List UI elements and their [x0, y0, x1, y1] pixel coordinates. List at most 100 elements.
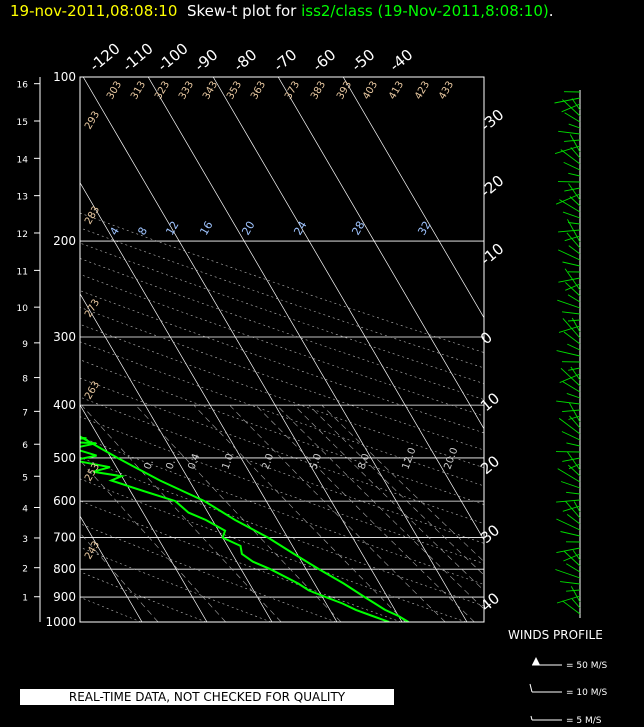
- mixing-ratio-line-4: [135, 404, 342, 622]
- wind-barb: [558, 229, 581, 233]
- saturated-adiabat-label-7: 12.0: [400, 446, 418, 471]
- wind-barb: [566, 491, 581, 495]
- mixing-ratio-label-16: 16: [197, 219, 215, 238]
- height-label-11: 11: [17, 267, 28, 277]
- title-station: iss2/class (19-Nov-2011,8:08:10): [301, 2, 549, 20]
- mixing-ratio-label-24: 24: [291, 219, 309, 238]
- saturated-adiabat-label-4: 2.0: [260, 452, 276, 471]
- wind-barb: [573, 501, 581, 513]
- wind-barb: [568, 402, 581, 423]
- wind-barb: [571, 98, 581, 111]
- wind-barb: [568, 245, 581, 255]
- wind-barb: [569, 415, 581, 429]
- title-period: .: [548, 2, 554, 20]
- wind-barb: [556, 595, 581, 604]
- wind-legend-label-2: = 5 M/S: [566, 716, 602, 726]
- wind-barb: [566, 514, 581, 525]
- isotherm--20: [80, 404, 208, 622]
- isotherm-10: [82, 77, 403, 622]
- wind-barb: [566, 232, 581, 249]
- saturated-adiabat-label-0: 0.: [142, 458, 156, 471]
- dry-adiabat-label-293: 293: [83, 109, 102, 131]
- dry-adiabat-373: [80, 323, 484, 469]
- height-label-15: 15: [17, 118, 28, 128]
- dry-adiabat-label-403: 403: [361, 79, 380, 101]
- wind-barb: [558, 418, 581, 435]
- top-temp-label-0: -120: [86, 39, 124, 75]
- saturated-adiabat-label-2: 0.4: [186, 452, 202, 471]
- isotherm--50: [0, 77, 12, 622]
- right-temp-label-5: 20: [477, 452, 503, 478]
- mixing-ratio-line-12: [229, 404, 446, 622]
- dry-adiabat-label-383: 383: [309, 79, 328, 101]
- wind-barb: [566, 563, 581, 573]
- saturated-adiabat-label-6: 8.0: [356, 452, 372, 471]
- wind-barb: [564, 268, 581, 291]
- winds-profile: [554, 90, 581, 618]
- wind-barb: [558, 249, 581, 261]
- pressure-label-400: 400: [53, 398, 76, 412]
- dry-adiabat-label-303: 303: [105, 79, 124, 101]
- wind-barb: [566, 392, 581, 399]
- wind-legend-label-1: = 10 M/S: [566, 688, 608, 698]
- wind-barb: [567, 451, 581, 471]
- dry-adiabat-223: [0, 77, 11, 622]
- wind-barb: [563, 550, 581, 567]
- wind-barb: [564, 112, 581, 123]
- top-temp-label-8: -40: [386, 46, 416, 76]
- wind-barb: [560, 531, 581, 537]
- wind-barb: [562, 211, 581, 219]
- wind-barb: [556, 400, 581, 405]
- chart-title: 19-nov-2011,08:08:10 Skew-t plot for iss…: [10, 2, 554, 20]
- dry-adiabat-label-263: 263: [83, 379, 102, 401]
- wind-barb: [563, 161, 581, 171]
- trace-1: [80, 436, 390, 622]
- saturated-adiabat-label-3: 1.0: [220, 452, 236, 471]
- pressure-label-900: 900: [53, 590, 76, 604]
- right-temp-label-4: 10: [477, 389, 503, 415]
- dry-adiabat-393: [80, 290, 484, 434]
- wind-barb: [563, 331, 581, 345]
- dry-adiabat-label-323: 323: [153, 79, 172, 101]
- wind-barb: [556, 547, 581, 554]
- mixing-ratio-label-8: 8: [135, 225, 150, 238]
- wind-barb: [562, 99, 581, 117]
- height-label-13: 13: [17, 193, 28, 203]
- mixing-ratio-label-12: 12: [163, 219, 181, 238]
- mixing-ratio-line-16: [255, 404, 475, 622]
- title-datetime: 19-nov-2011,08:08:10: [10, 2, 178, 20]
- mixing-ratio-line-28: [308, 404, 484, 576]
- top-temp-label-2: -100: [154, 39, 192, 75]
- trace-0: [80, 435, 410, 622]
- wind-barb: [556, 499, 581, 503]
- wind-barb: [558, 130, 581, 135]
- mixing-ratio-line-2: [81, 404, 282, 622]
- wind-barb: [555, 193, 581, 205]
- height-label-2: 2: [22, 565, 28, 575]
- wind-legend-flag: [532, 657, 540, 665]
- isotherm-50: [342, 77, 484, 319]
- wind-barb: [560, 581, 581, 585]
- height-label-8: 8: [22, 375, 28, 385]
- height-label-3: 3: [22, 535, 28, 545]
- wind-barb: [556, 350, 581, 357]
- height-label-16: 16: [17, 81, 29, 91]
- dry-adiabat-303: [80, 457, 484, 607]
- right-temp-label-3: 0: [477, 328, 496, 348]
- wind-barb: [557, 468, 581, 483]
- pressure-label-600: 600: [53, 494, 76, 508]
- dry-adiabat-333: [80, 396, 484, 544]
- wind-barb: [570, 366, 581, 381]
- wind-barb: [562, 381, 581, 393]
- wind-barb: [568, 183, 581, 201]
- pressure-label-1000: 1000: [45, 615, 76, 629]
- plot-frame: [79, 76, 485, 623]
- wind-barb: [568, 172, 581, 177]
- mixing-ratio-line-32: [321, 404, 484, 563]
- top-temp-label-3: -90: [191, 46, 221, 76]
- dry-adiabat-363: [80, 341, 484, 487]
- plot-area: [0, 77, 484, 622]
- top-temp-label-1: -110: [119, 39, 157, 75]
- title-caption: Skew-t plot for: [186, 2, 297, 20]
